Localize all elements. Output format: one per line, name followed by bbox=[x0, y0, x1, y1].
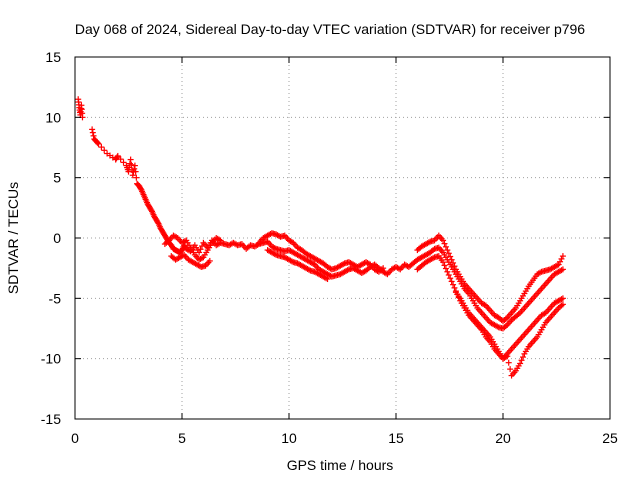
data-point bbox=[129, 172, 136, 179]
data-point-interp bbox=[117, 156, 124, 163]
data-point bbox=[504, 353, 511, 360]
tick-labels: 0 5 10 15 20 25 15 10 5 0 -5 -10 -15 bbox=[41, 49, 618, 446]
data-point bbox=[196, 249, 203, 256]
data-point bbox=[380, 265, 387, 272]
data-point-interp bbox=[197, 246, 204, 253]
grid-lines bbox=[75, 57, 610, 419]
y-tick-label: -5 bbox=[49, 290, 62, 306]
data-point-interp bbox=[101, 147, 108, 154]
data-point bbox=[127, 156, 134, 163]
x-tick-label: 0 bbox=[71, 430, 79, 446]
data-points bbox=[75, 96, 566, 379]
x-tick-label: 25 bbox=[602, 430, 618, 446]
y-axis-label: SDTVAR / TECUs bbox=[5, 182, 21, 294]
data-point bbox=[444, 247, 451, 254]
x-tick-label: 10 bbox=[281, 430, 297, 446]
data-point-interp bbox=[450, 281, 457, 288]
data-point-interp bbox=[445, 250, 452, 257]
data-point bbox=[559, 266, 566, 273]
data-point bbox=[448, 278, 455, 285]
data-point bbox=[440, 259, 447, 266]
data-point-interp bbox=[518, 357, 525, 364]
data-point-interp bbox=[89, 129, 96, 136]
data-point-interp bbox=[442, 265, 449, 272]
y-tick-label: 10 bbox=[45, 109, 61, 125]
data-point-interp bbox=[447, 275, 454, 282]
x-axis-label: GPS time / hours bbox=[287, 457, 394, 473]
data-point bbox=[95, 140, 102, 147]
data-point-interp bbox=[441, 240, 448, 247]
x-tick-label: 15 bbox=[388, 430, 404, 446]
data-point-interp bbox=[120, 159, 127, 166]
y-tick-label: -10 bbox=[41, 351, 61, 367]
data-point bbox=[89, 126, 96, 133]
data-point bbox=[559, 295, 566, 302]
data-point bbox=[448, 256, 455, 263]
data-point-interp bbox=[557, 258, 564, 265]
data-point bbox=[131, 162, 138, 169]
data-point-interp bbox=[441, 262, 448, 269]
data-point-interp bbox=[445, 272, 452, 279]
data-point-interp bbox=[98, 144, 105, 151]
x-tick-label: 5 bbox=[178, 430, 186, 446]
y-tick-label: 15 bbox=[45, 49, 61, 65]
data-point-interp bbox=[94, 140, 101, 147]
data-point-interp bbox=[451, 284, 458, 291]
data-point bbox=[517, 360, 524, 367]
data-point bbox=[206, 257, 213, 264]
data-point-interp bbox=[132, 168, 139, 175]
data-point-interp bbox=[447, 253, 454, 260]
data-point bbox=[114, 152, 121, 159]
data-point-interp bbox=[90, 132, 97, 139]
data-point-interp bbox=[505, 359, 512, 366]
data-point-interp bbox=[114, 154, 121, 161]
data-point bbox=[217, 237, 224, 244]
data-point bbox=[559, 301, 566, 308]
data-point-interp bbox=[442, 243, 449, 250]
data-point-interp bbox=[450, 259, 457, 266]
data-point bbox=[440, 237, 447, 244]
y-tick-label: 0 bbox=[53, 230, 61, 246]
y-tick-label: 5 bbox=[53, 170, 61, 186]
data-point-interp bbox=[128, 161, 135, 168]
data-point bbox=[559, 253, 566, 260]
axis-ticks bbox=[74, 56, 611, 420]
data-point-interp bbox=[507, 366, 514, 373]
data-point-interp bbox=[519, 354, 526, 361]
data-point bbox=[324, 276, 331, 283]
data-point-interp bbox=[451, 263, 458, 270]
x-tick-label: 20 bbox=[495, 430, 511, 446]
data-point-interp bbox=[133, 174, 140, 181]
data-point bbox=[444, 268, 451, 275]
y-tick-label: -15 bbox=[41, 411, 61, 427]
data-point-interp bbox=[558, 255, 565, 262]
chart-title: Day 068 of 2024, Sidereal Day-to-day VTE… bbox=[75, 21, 585, 37]
